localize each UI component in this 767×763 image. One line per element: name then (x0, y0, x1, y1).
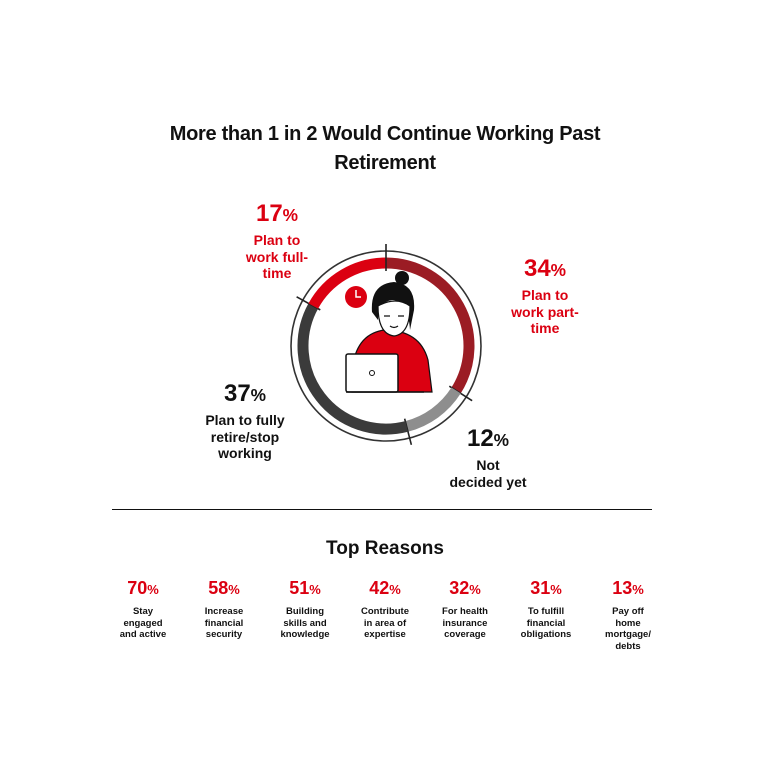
reason: 13% Pay off home mortgage/ debts (588, 578, 668, 652)
hair (371, 282, 415, 330)
laptop (345, 353, 399, 393)
donut-segment (308, 257, 387, 309)
reason-label: Contribute in area of expertise (360, 606, 410, 640)
segment-label: 12% Not decided yet (433, 426, 543, 490)
category-label: Not decided yet (449, 457, 527, 490)
reasons-title: Top Reasons (326, 538, 444, 559)
reason: 31% To fulfill financial obligations (506, 578, 586, 641)
reason-value: 31% (530, 578, 562, 598)
reason-value: 70% (127, 578, 159, 598)
reason-label: Pay off home mortgage/ debts (605, 606, 651, 652)
reason: 42% Contribute in area of expertise (345, 578, 425, 641)
reason-value: 42% (369, 578, 401, 598)
donut-segment (297, 303, 409, 435)
face (377, 300, 411, 337)
bun (395, 271, 409, 285)
value-label: 12% (466, 425, 510, 452)
value-label: 17% (255, 200, 299, 227)
chart-title: More than 1 in 2 Would Continue Working … (169, 123, 601, 174)
segment-label: 37% Plan to fully retire/stop working (180, 381, 310, 462)
laptop-logo (369, 370, 375, 376)
segment-label: 34% Plan to work part-time (480, 256, 610, 337)
reason-label: To fulfill financial obligations (520, 606, 572, 640)
reason-label: Increase financial security (204, 606, 244, 640)
reason-value: 32% (449, 578, 481, 598)
segment-label: 17% Plan to work full-time (212, 201, 342, 282)
category-label: Plan to work full-time (245, 232, 309, 281)
reason: 32% For health insurance coverage (425, 578, 505, 641)
reason: 70% Stay engaged and active (103, 578, 183, 641)
reason: 58% Increase financial security (184, 578, 264, 641)
reason: 51% Building skills and knowledge (265, 578, 345, 641)
illustration (345, 271, 433, 393)
category-label: Plan to fully retire/stop working (205, 412, 285, 461)
reason-value: 58% (208, 578, 240, 598)
reason-value: 13% (612, 578, 644, 598)
divider (112, 509, 652, 510)
value-label: 37% (223, 380, 267, 407)
value-label: 34% (523, 255, 567, 282)
donut-segment (385, 257, 475, 394)
reason-label: For health insurance coverage (442, 606, 488, 640)
donut-segment (405, 387, 461, 432)
category-label: Plan to work part-time (511, 287, 579, 336)
face-detail (384, 315, 404, 329)
reason-label: Stay engaged and active (119, 606, 167, 640)
reason-value: 51% (289, 578, 321, 598)
clock-hands (355, 290, 361, 298)
reason-label: Building skills and knowledge (280, 606, 330, 640)
